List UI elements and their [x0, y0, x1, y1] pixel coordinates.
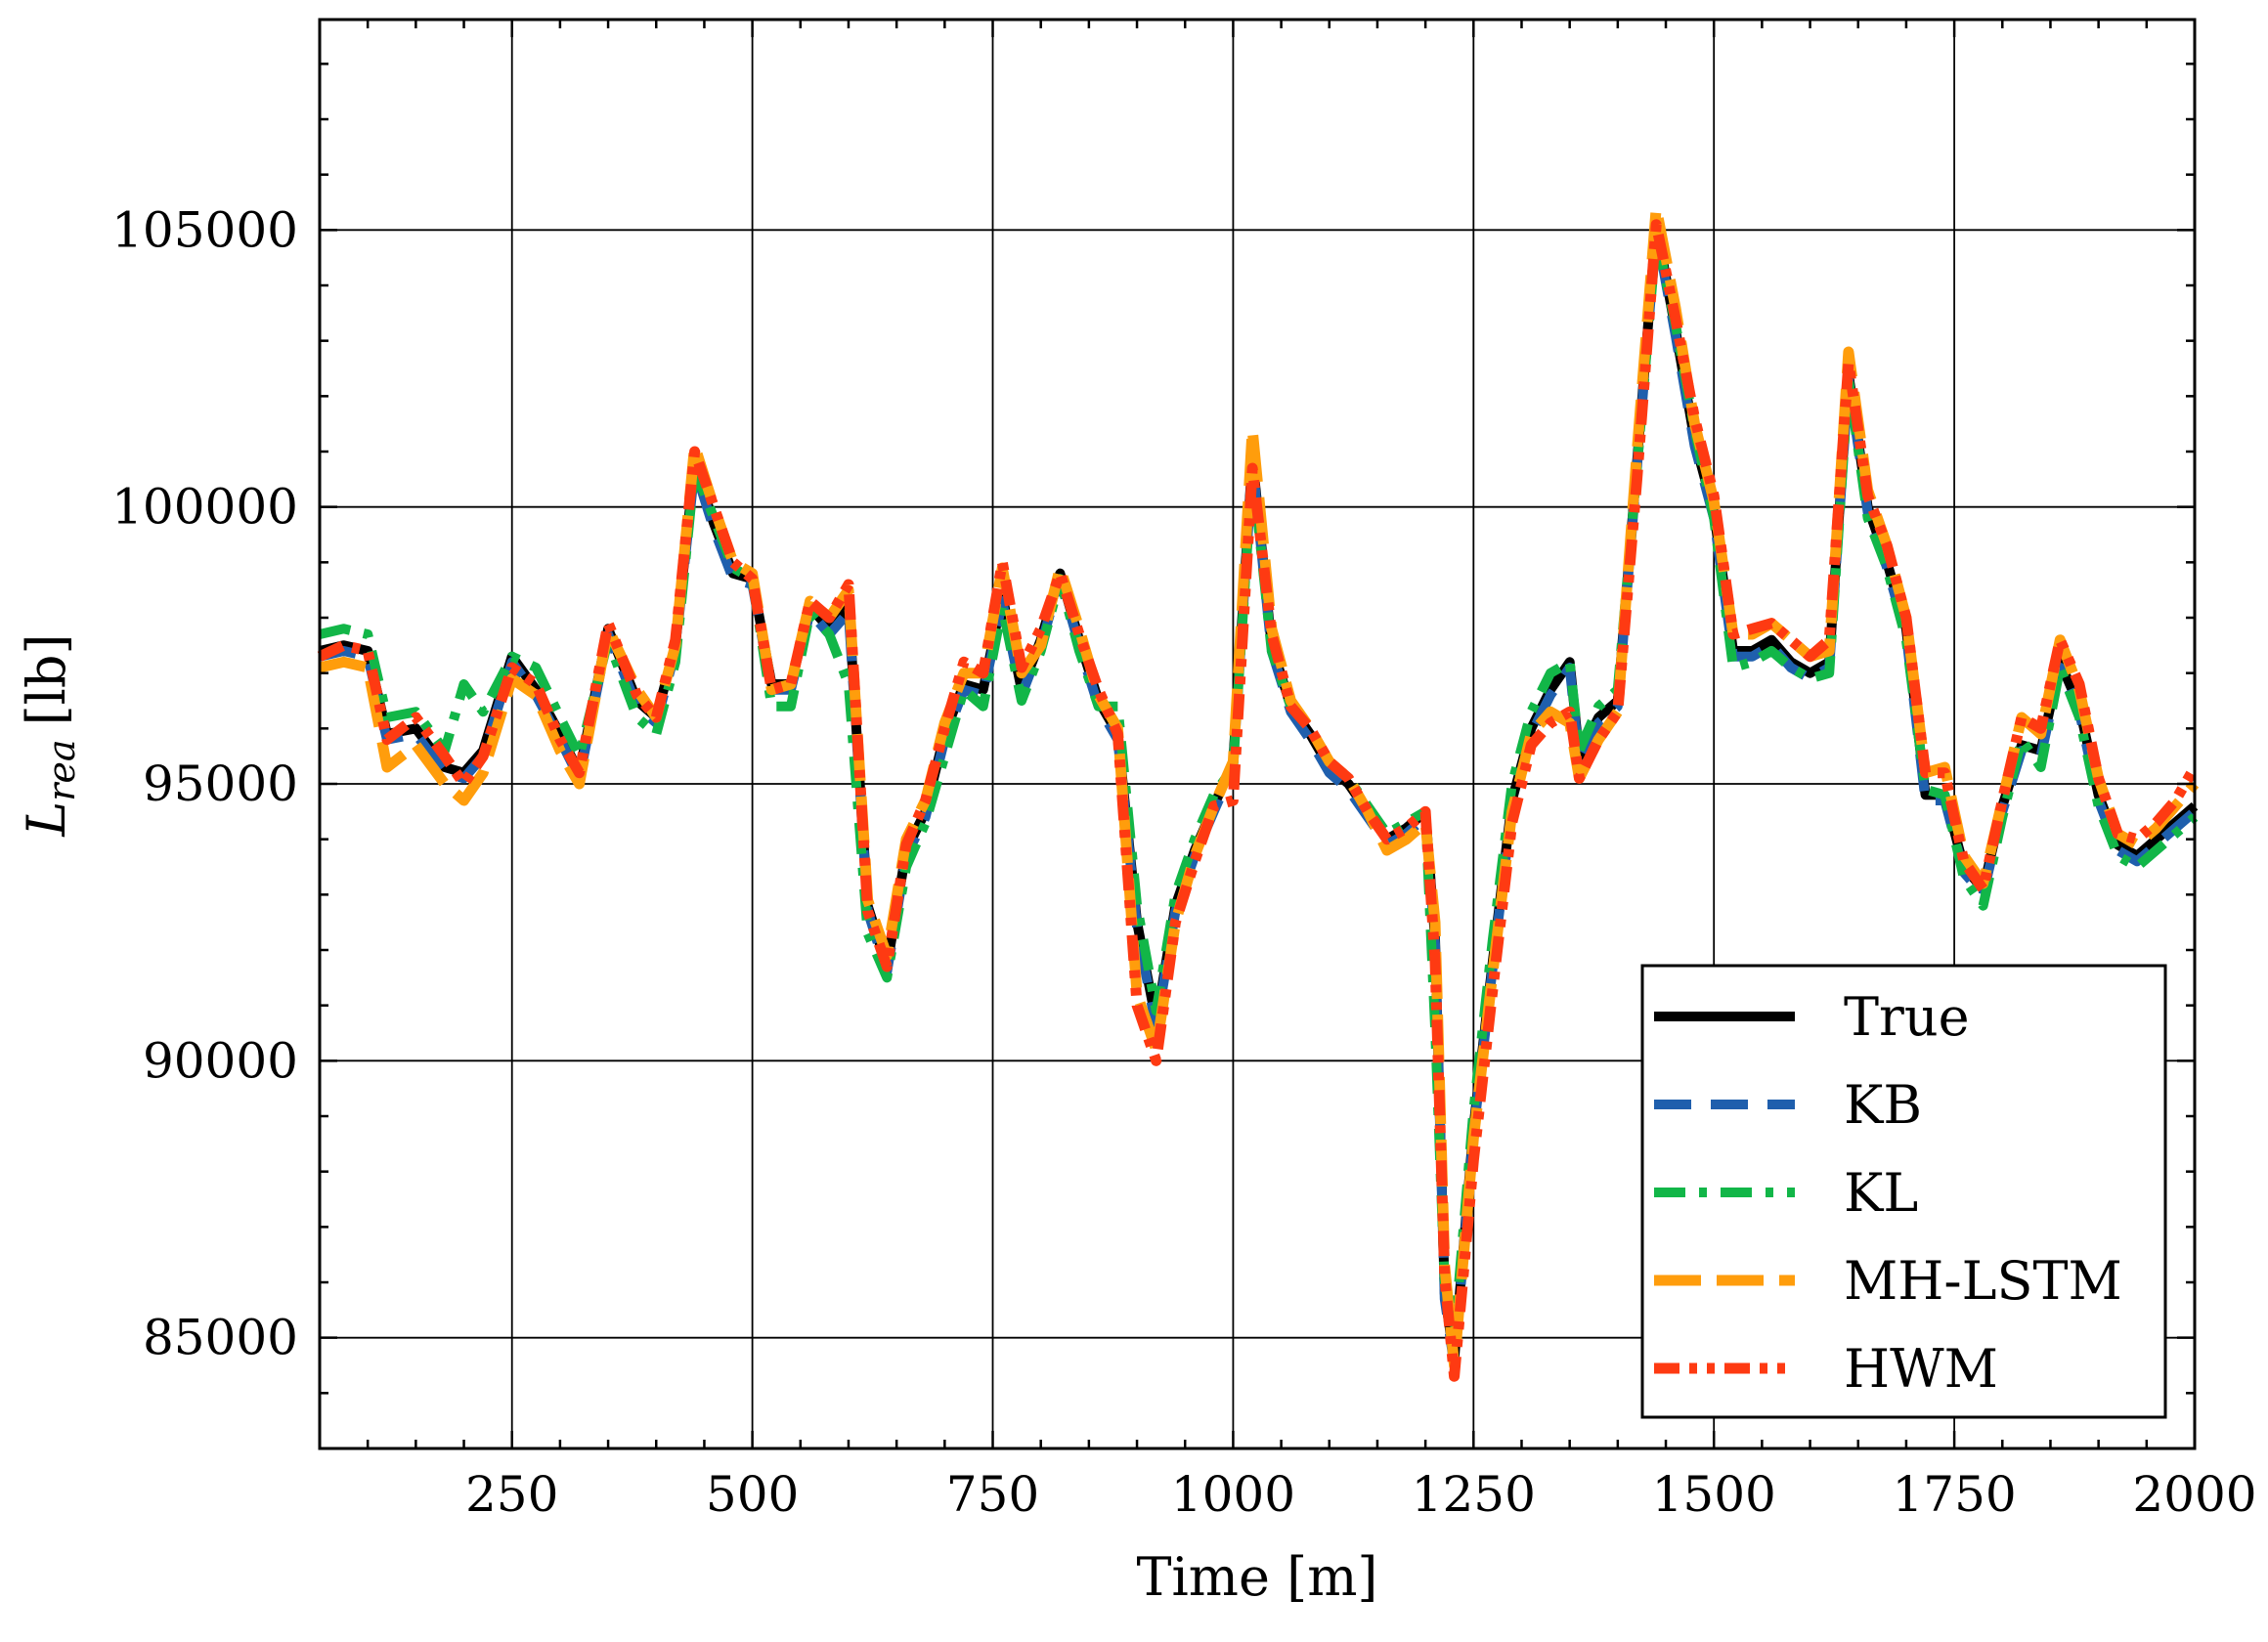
legend: True KB KL MH-LSTM HWM: [1640, 964, 2167, 1419]
y-axis-label: Lrea [lb]: [16, 633, 83, 837]
x-tick-label: 1250: [1412, 1466, 1536, 1523]
y-tick-label: 105000: [111, 201, 298, 258]
y-tick-label: 100000: [111, 479, 298, 536]
y-axis-label-main: L: [16, 801, 77, 838]
series-line-hwm: [317, 219, 2200, 1382]
y-tick-label: 90000: [143, 1032, 298, 1089]
x-tick-labels: 250 500 750 1000 1250 1500 1750 2000: [465, 1466, 2257, 1523]
x-tick-label: 500: [706, 1466, 799, 1523]
axis-ticks: [320, 20, 2197, 1450]
legend-label: MH-LSTM: [1844, 1250, 2122, 1312]
y-tick-label: 95000: [143, 756, 298, 812]
x-tick-label: 1500: [1652, 1466, 1776, 1523]
x-tick-label: 750: [946, 1466, 1039, 1523]
x-tick-label: 250: [465, 1466, 558, 1523]
grid-lines: [320, 20, 2195, 1448]
legend-label: KL: [1844, 1162, 1918, 1224]
plot-frame: [318, 18, 2197, 1450]
x-axis-label: Time [m]: [1137, 1546, 1378, 1608]
x-tick-label: 1750: [1892, 1466, 2016, 1523]
legend-label: HWM: [1844, 1338, 1998, 1400]
series-line-kb: [318, 225, 2199, 1370]
x-tick-label: 2000: [2132, 1466, 2256, 1523]
y-axis-label-sub: rea: [40, 739, 83, 800]
y-tick-labels: 85000 90000 95000 100000 105000: [111, 201, 298, 1365]
y-axis-label-unit: [lb]: [16, 633, 77, 725]
legend-label: KB: [1844, 1074, 1922, 1136]
x-tick-label: 1000: [1171, 1466, 1295, 1523]
series-lines: [317, 202, 2200, 1382]
legend-label: True: [1844, 986, 1970, 1048]
y-tick-label: 85000: [143, 1310, 298, 1366]
